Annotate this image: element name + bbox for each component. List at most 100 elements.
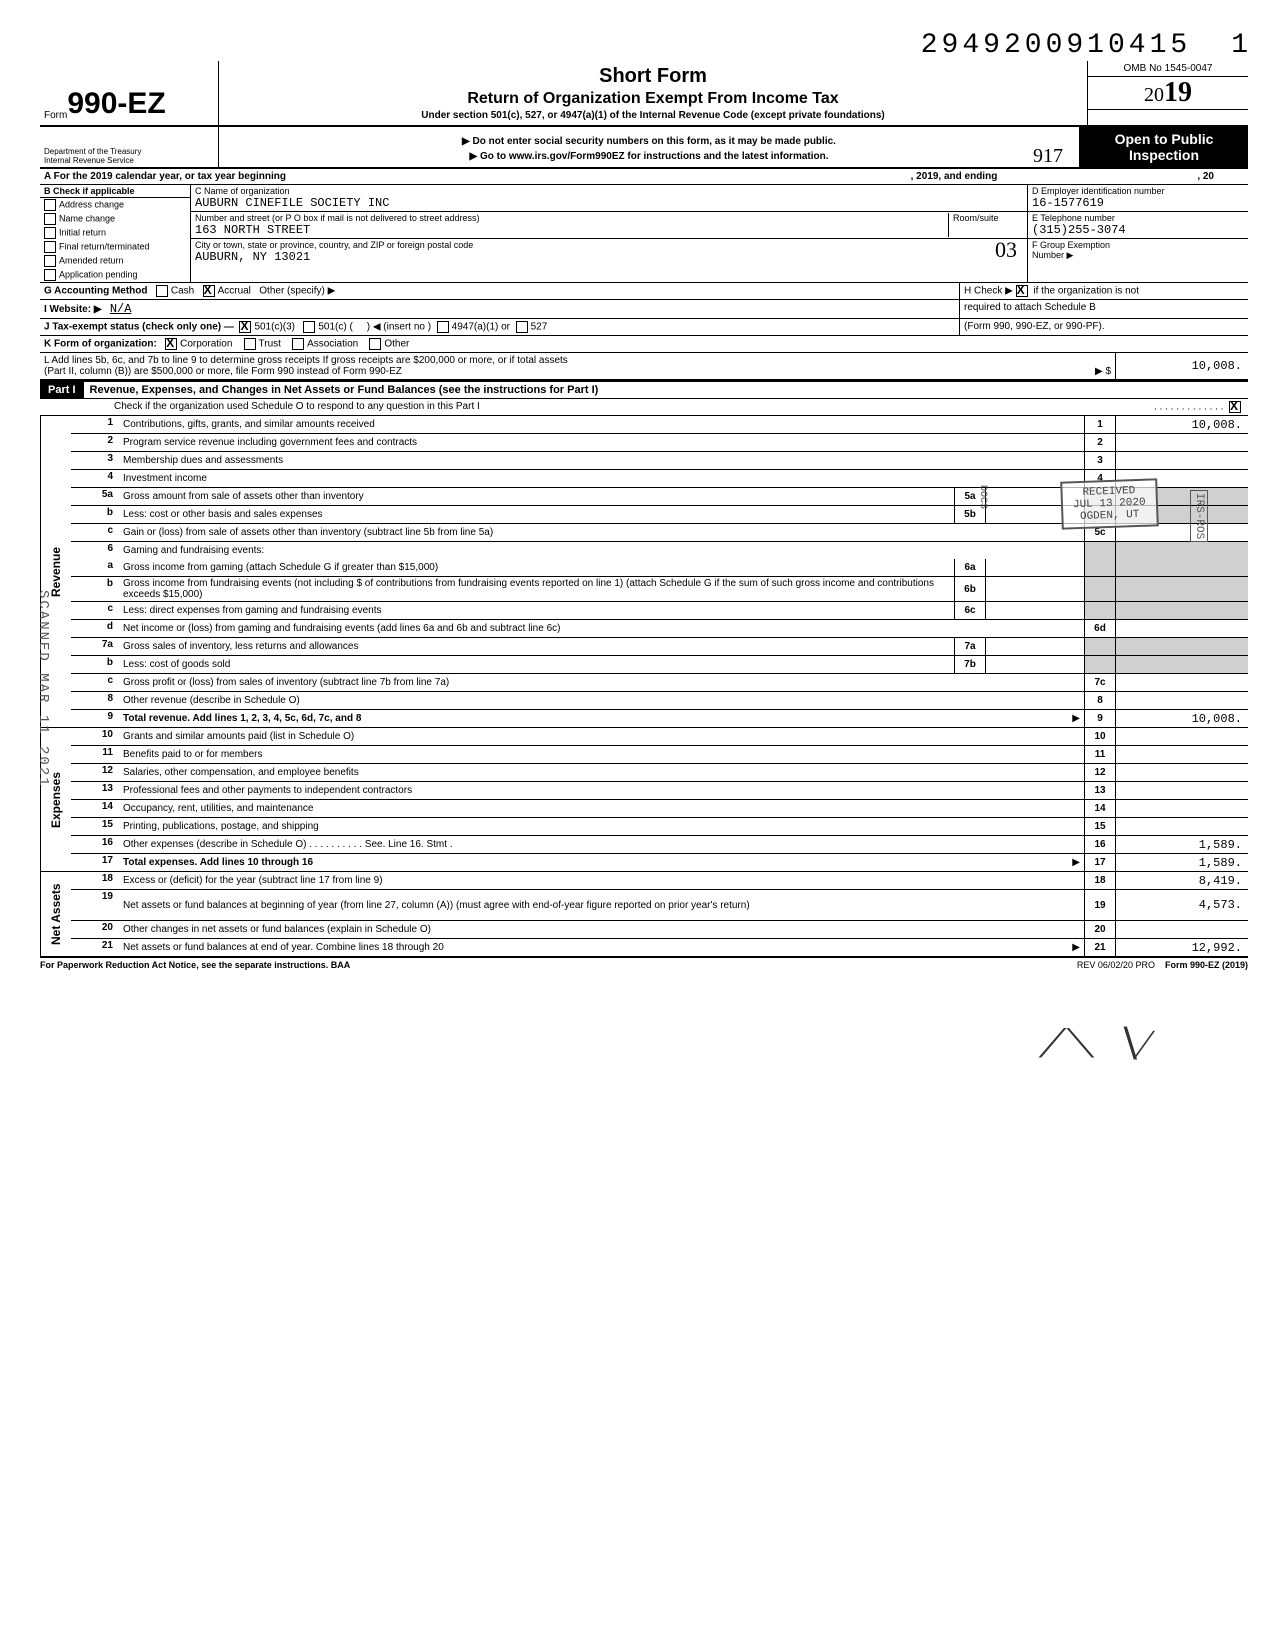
- label-accrual: Accrual: [218, 286, 251, 297]
- k-label: K Form of organization:: [44, 339, 157, 350]
- title-sub: Under section 501(c), 527, or 4947(a)(1)…: [227, 110, 1079, 121]
- ln6d-amt: [1115, 620, 1248, 637]
- ln11-box: 11: [1084, 746, 1115, 763]
- check-501c[interactable]: [303, 321, 315, 333]
- check-527[interactable]: [516, 321, 528, 333]
- year-suffix: 19: [1164, 77, 1192, 108]
- ln7a-num: 7a: [71, 638, 119, 655]
- part1-title: Revenue, Expenses, and Changes in Net As…: [84, 384, 599, 396]
- check-accrual[interactable]: [203, 285, 215, 297]
- open-public-1: Open to Public: [1084, 131, 1244, 147]
- ln7c-desc: Gross profit or (loss) from sales of inv…: [123, 677, 449, 688]
- ln18-num: 18: [71, 872, 119, 889]
- open-public-2: Inspection: [1084, 147, 1244, 163]
- ln6c-subamt: [986, 602, 1084, 619]
- check-final-return[interactable]: [44, 241, 56, 253]
- check-corp[interactable]: [165, 338, 177, 350]
- j-label: J Tax-exempt status (check only one) —: [44, 322, 234, 333]
- ln15-box: 15: [1084, 818, 1115, 835]
- check-501c3[interactable]: [239, 321, 251, 333]
- check-h[interactable]: [1016, 285, 1028, 297]
- l-arrow: ▶ $: [1095, 366, 1111, 377]
- ln7a-sub: 7a: [954, 638, 986, 655]
- stamp-received-l3: OGDEN, UT: [1074, 509, 1147, 524]
- ln16-amt: 1,589.: [1115, 836, 1248, 853]
- ln6c-shadeamt: [1115, 602, 1248, 619]
- ln15-desc: Printing, publications, postage, and shi…: [123, 821, 319, 832]
- ln1-num: 1: [71, 416, 119, 433]
- check-cash[interactable]: [156, 285, 168, 297]
- l-text1: L Add lines 5b, 6c, and 7b to line 9 to …: [44, 355, 1111, 366]
- check-trust[interactable]: [244, 338, 256, 350]
- title-main: Return of Organization Exempt From Incom…: [227, 90, 1079, 108]
- ln11-amt: [1115, 746, 1248, 763]
- ln17-desc: Total expenses. Add lines 10 through 16: [123, 857, 313, 868]
- room-suite-label: Room/suite: [948, 213, 1023, 237]
- org-name: AUBURN CINEFILE SOCIETY INC: [195, 196, 1023, 210]
- signature-2: ∖∕: [1116, 1021, 1148, 1066]
- section-b-header: B Check if applicable: [40, 185, 190, 198]
- ln7b-sub: 7b: [954, 656, 986, 673]
- label-final-return: Final return/terminated: [59, 241, 150, 251]
- check-address-change[interactable]: [44, 199, 56, 211]
- year-prefix: 20: [1144, 84, 1164, 106]
- ln5a-num: 5a: [71, 488, 119, 505]
- scanned-stamp: SCANNED MAR 11 2021: [35, 590, 51, 788]
- ln6-shadeamt: [1115, 542, 1248, 559]
- form-number: 990-EZ: [67, 87, 165, 121]
- form-prefix: Form: [44, 110, 67, 121]
- ln6-desc: Gaming and fundraising events:: [123, 545, 264, 556]
- ln3-desc: Membership dues and assessments: [123, 455, 283, 466]
- h-text4: (Form 990, 990-EZ, or 990-PF).: [964, 321, 1105, 332]
- ln6a-num: a: [71, 559, 119, 576]
- ln16-box: 16: [1084, 836, 1115, 853]
- check-4947[interactable]: [437, 321, 449, 333]
- ln21-arrow: ▶: [1072, 942, 1080, 953]
- ln6b-shadeamt: [1115, 577, 1248, 601]
- check-amended[interactable]: [44, 255, 56, 267]
- ln6c-desc: Less: direct expenses from gaming and fu…: [123, 605, 381, 616]
- ln7b-subamt: [986, 656, 1084, 673]
- page-indicator: 1: [1231, 30, 1248, 61]
- l-amount: 10,008.: [1115, 353, 1248, 379]
- ln16-num: 16: [71, 836, 119, 853]
- ln3-amt: [1115, 452, 1248, 469]
- check-other-org[interactable]: [369, 338, 381, 350]
- ln6b-shade: [1084, 577, 1115, 601]
- ein-value: 16-1577619: [1032, 196, 1244, 210]
- irs-ros-stamp: IRS-ROS: [1190, 490, 1208, 542]
- received-stamp: RECEIVED JUL 13 2020 OGDEN, UT: [1061, 478, 1159, 529]
- footer-form: Form 990-EZ (2019): [1165, 960, 1248, 970]
- ln6a-shade: [1084, 559, 1115, 576]
- label-cash: Cash: [171, 286, 194, 297]
- ln1-desc: Contributions, gifts, grants, and simila…: [123, 419, 375, 430]
- check-schedule-o[interactable]: [1229, 401, 1241, 413]
- ln13-num: 13: [71, 782, 119, 799]
- ln6b-subamt: [986, 577, 1084, 601]
- ln12-desc: Salaries, other compensation, and employ…: [123, 767, 359, 778]
- ln6a-desc: Gross income from gaming (attach Schedul…: [123, 562, 438, 573]
- ln15-num: 15: [71, 818, 119, 835]
- ln7b-shadeamt: [1115, 656, 1248, 673]
- ln17-box: 17: [1084, 854, 1115, 871]
- ln6d-num: d: [71, 620, 119, 637]
- check-initial-return[interactable]: [44, 227, 56, 239]
- check-name-change[interactable]: [44, 213, 56, 225]
- ln18-desc: Excess or (deficit) for the year (subtra…: [123, 875, 383, 886]
- check-pending[interactable]: [44, 269, 56, 281]
- handwriting-917: 917: [1033, 145, 1063, 168]
- label-initial-return: Initial return: [59, 227, 106, 237]
- period-mid: , 2019, and ending: [911, 171, 998, 182]
- label-corp: Corporation: [180, 339, 232, 350]
- ln11-num: 11: [71, 746, 119, 763]
- ln10-amt: [1115, 728, 1248, 745]
- dept-treasury: Department of the Treasury: [44, 147, 214, 156]
- c-name-label: C Name of organization: [195, 186, 1023, 196]
- ln8-amt: [1115, 692, 1248, 709]
- ln7b-desc: Less: cost of goods sold: [123, 659, 230, 670]
- ln12-amt: [1115, 764, 1248, 781]
- check-assoc[interactable]: [292, 338, 304, 350]
- ln13-desc: Professional fees and other payments to …: [123, 785, 412, 796]
- ln7c-num: c: [71, 674, 119, 691]
- c-city-label: City or town, state or province, country…: [195, 240, 1023, 250]
